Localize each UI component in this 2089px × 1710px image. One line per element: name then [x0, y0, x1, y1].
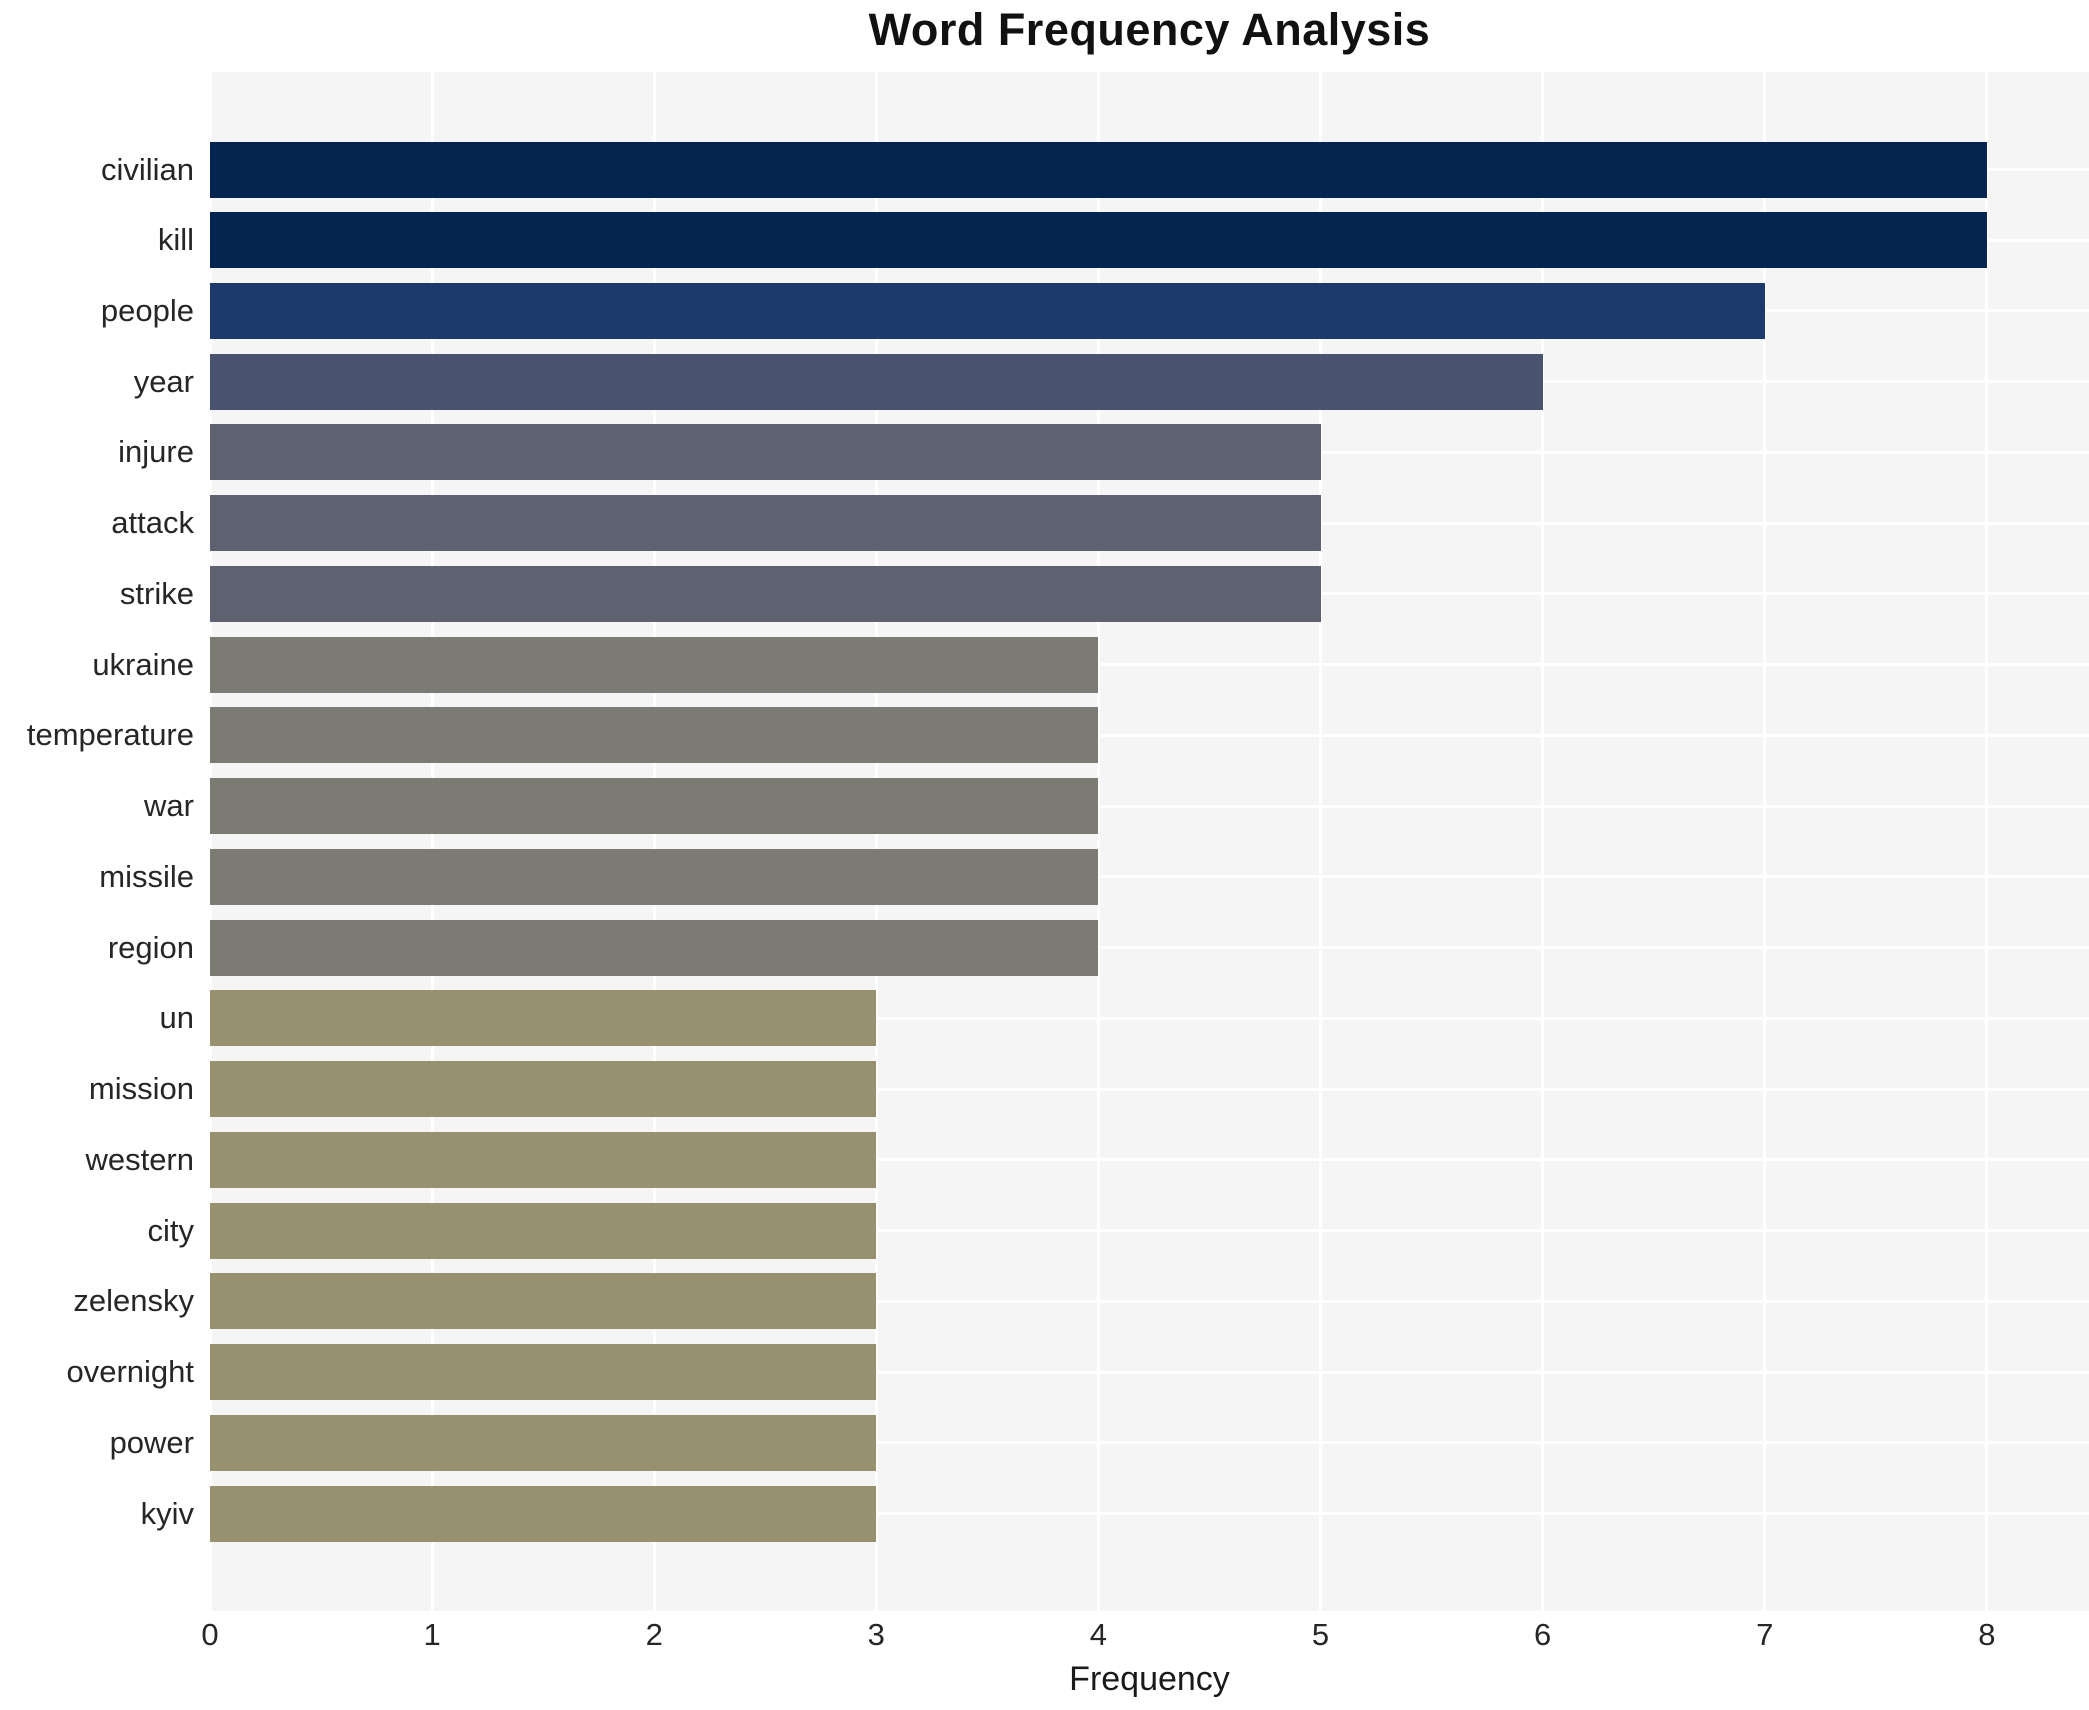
bar-strike	[210, 565, 1321, 622]
gridline-y-un	[210, 1016, 2089, 1020]
y-label-people: people	[100, 292, 194, 328]
bar-civilian	[210, 141, 1987, 198]
y-label-year: year	[133, 363, 194, 399]
gridline-x-6	[1541, 72, 1545, 1611]
bar-overnight	[210, 1344, 877, 1401]
gridline-y-missile	[210, 875, 2089, 879]
x-axis-ticks: 0 1 2 3 4 5 6 7 8	[201, 1617, 2089, 1661]
gridline-x-0	[208, 72, 212, 1611]
y-label-city: city	[147, 1212, 195, 1248]
gridline-y-mission	[210, 1087, 2089, 1091]
gridline-y-region	[210, 946, 2089, 950]
gridline-y-zelensky	[210, 1299, 2089, 1303]
y-label-ukraine: ukraine	[92, 646, 194, 682]
bar-attack	[210, 495, 1321, 552]
gridline-y-temperature	[210, 733, 2089, 737]
y-label-missile: missile	[99, 858, 194, 894]
bar-mission	[210, 1061, 877, 1118]
y-label-power: power	[109, 1424, 194, 1460]
x-tick-4: 4	[1089, 1617, 1108, 1652]
y-label-mission: mission	[88, 1071, 194, 1107]
x-tick-6: 6	[1533, 1617, 1552, 1652]
gridline-x-2	[652, 72, 656, 1611]
y-label-region: region	[107, 929, 194, 965]
bar-power	[210, 1414, 877, 1471]
gridline-x-4	[1096, 72, 1100, 1611]
gridline-y-western	[210, 1158, 2089, 1162]
bar-kyiv	[210, 1485, 877, 1542]
y-label-injure: injure	[118, 434, 194, 470]
plot-area	[208, 72, 2089, 1611]
y-axis-labels: civilian kill people year injure attack strike…	[0, 72, 194, 1611]
y-label-un: un	[159, 1000, 194, 1036]
bar-year	[210, 353, 1543, 410]
y-label-temperature: temperature	[26, 717, 194, 753]
bar-region	[210, 919, 1099, 976]
gridline-x-7	[1763, 72, 1767, 1611]
y-label-kyiv: kyiv	[140, 1495, 194, 1531]
gridline-y-kyiv	[210, 1512, 2089, 1515]
gridline-x-3	[874, 72, 878, 1611]
gridline-y-overnight	[210, 1370, 2089, 1374]
bar-ukraine	[210, 636, 1099, 693]
y-label-kill: kill	[157, 222, 194, 258]
chart-title: Word Frequency Analysis	[868, 4, 1431, 55]
x-tick-5: 5	[1311, 1617, 1330, 1652]
gridline-x-1	[430, 72, 434, 1611]
bar-war	[210, 778, 1099, 835]
x-tick-7: 7	[1756, 1617, 1774, 1652]
bar-injure	[210, 424, 1321, 481]
y-label-zelensky: zelensky	[73, 1283, 194, 1319]
x-tick-1: 1	[423, 1617, 441, 1652]
gridline-y-power	[210, 1441, 2089, 1445]
y-label-strike: strike	[119, 575, 194, 611]
bar-un	[210, 990, 877, 1047]
gridline-y-city	[210, 1229, 2089, 1233]
y-label-attack: attack	[111, 505, 194, 541]
gridline-y-war	[210, 804, 2089, 808]
y-label-western: western	[85, 1141, 194, 1177]
y-label-war: war	[144, 788, 194, 824]
bar-temperature	[210, 707, 1099, 764]
gridline-x-8	[1985, 72, 1989, 1611]
x-tick-2: 2	[645, 1617, 663, 1652]
y-label-overnight: overnight	[66, 1354, 194, 1390]
bar-kill	[210, 212, 1987, 269]
x-axis-label: Frequency	[1069, 1660, 1230, 1698]
bar-missile	[210, 848, 1099, 905]
bar-zelensky	[210, 1273, 877, 1330]
gridline-x-5	[1319, 72, 1323, 1611]
x-tick-3: 3	[867, 1617, 885, 1652]
x-tick-8: 8	[1978, 1617, 1996, 1652]
x-tick-0: 0	[201, 1617, 219, 1652]
bar-people	[210, 282, 1765, 339]
y-label-civilian: civilian	[100, 151, 194, 187]
gridline-y-ukraine	[210, 663, 2089, 667]
bar-city	[210, 1202, 877, 1259]
bar-western	[210, 1131, 877, 1188]
